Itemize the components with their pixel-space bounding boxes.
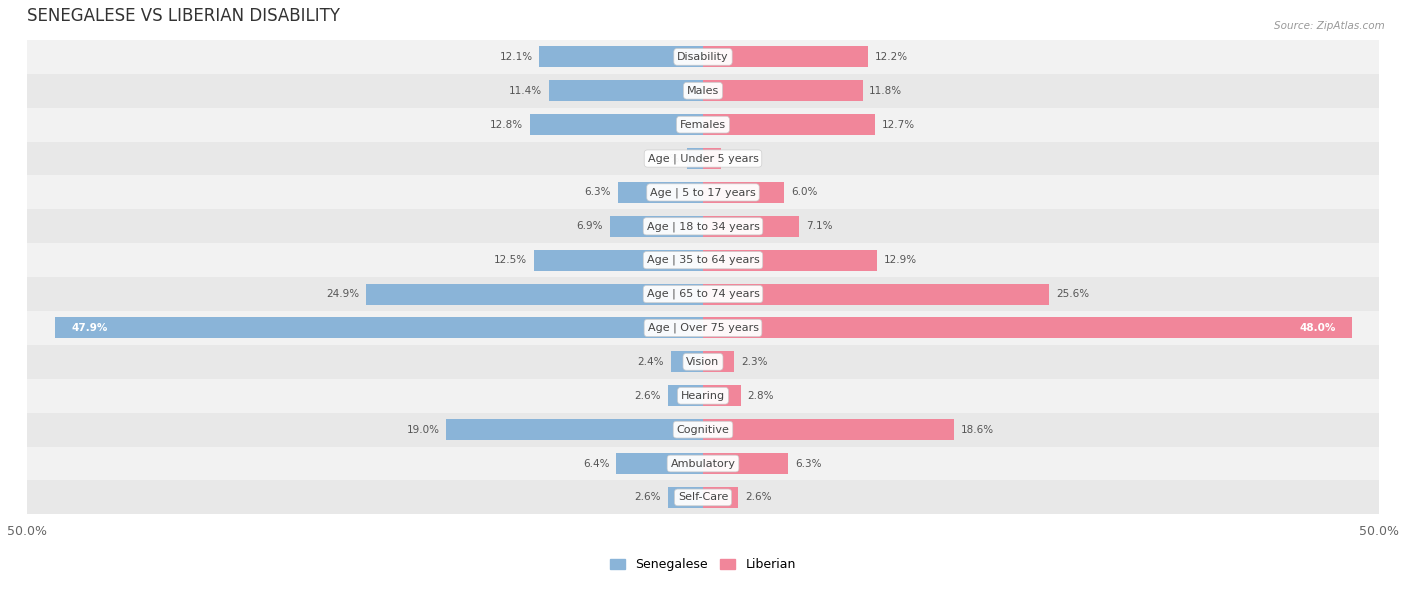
Bar [27,74,1379,108]
Bar [530,114,703,135]
Text: 2.4%: 2.4% [637,357,664,367]
Text: Age | Over 75 years: Age | Over 75 years [648,323,758,333]
Text: 2.6%: 2.6% [634,390,661,401]
Text: 2.6%: 2.6% [634,493,661,502]
Bar [617,182,703,203]
Text: Disability: Disability [678,52,728,62]
Bar [703,318,1353,338]
Bar [27,108,1379,141]
Text: Vision: Vision [686,357,720,367]
Bar [27,176,1379,209]
Text: 6.3%: 6.3% [585,187,612,198]
Bar [668,385,703,406]
Text: Age | 35 to 64 years: Age | 35 to 64 years [647,255,759,266]
Bar [703,283,1049,305]
Text: 47.9%: 47.9% [72,323,108,333]
Bar [668,487,703,508]
Bar [703,216,799,237]
Text: 19.0%: 19.0% [406,425,439,435]
Text: 12.2%: 12.2% [875,52,908,62]
Text: Hearing: Hearing [681,390,725,401]
Bar [703,385,741,406]
Bar [540,47,703,67]
Legend: Senegalese, Liberian: Senegalese, Liberian [605,553,801,576]
Bar [27,480,1379,514]
Text: 12.7%: 12.7% [882,119,915,130]
Text: Males: Males [688,86,718,95]
Text: 6.3%: 6.3% [794,458,821,469]
Text: Age | 5 to 17 years: Age | 5 to 17 years [650,187,756,198]
Text: Age | 65 to 74 years: Age | 65 to 74 years [647,289,759,299]
Bar [55,318,703,338]
Bar [27,311,1379,345]
Bar [446,419,703,440]
Text: 24.9%: 24.9% [326,289,360,299]
Text: Females: Females [681,119,725,130]
Bar [27,277,1379,311]
Text: 12.9%: 12.9% [884,255,917,265]
Bar [27,243,1379,277]
Text: Source: ZipAtlas.com: Source: ZipAtlas.com [1274,21,1385,31]
Text: Age | 18 to 34 years: Age | 18 to 34 years [647,221,759,231]
Text: 12.8%: 12.8% [491,119,523,130]
Text: 11.4%: 11.4% [509,86,543,95]
Bar [703,182,785,203]
Text: 11.8%: 11.8% [869,86,903,95]
Bar [703,351,734,372]
Bar [610,216,703,237]
Text: 12.5%: 12.5% [494,255,527,265]
Text: 25.6%: 25.6% [1056,289,1090,299]
Text: 7.1%: 7.1% [806,222,832,231]
Text: 1.3%: 1.3% [727,154,754,163]
Bar [27,345,1379,379]
Bar [548,80,703,101]
Bar [703,487,738,508]
Bar [27,379,1379,412]
Text: 2.8%: 2.8% [748,390,775,401]
Text: 18.6%: 18.6% [962,425,994,435]
Bar [27,209,1379,243]
Bar [703,453,789,474]
Text: Self-Care: Self-Care [678,493,728,502]
Bar [703,47,868,67]
Bar [703,114,875,135]
Text: 6.9%: 6.9% [576,222,603,231]
Bar [703,148,721,169]
Text: 2.3%: 2.3% [741,357,768,367]
Text: 2.6%: 2.6% [745,493,772,502]
Text: Ambulatory: Ambulatory [671,458,735,469]
Bar [27,447,1379,480]
Bar [27,412,1379,447]
Bar [27,141,1379,176]
Bar [703,419,955,440]
Text: Age | Under 5 years: Age | Under 5 years [648,153,758,164]
Text: 6.0%: 6.0% [792,187,817,198]
Text: Cognitive: Cognitive [676,425,730,435]
Bar [671,351,703,372]
Text: SENEGALESE VS LIBERIAN DISABILITY: SENEGALESE VS LIBERIAN DISABILITY [27,7,340,25]
Bar [686,148,703,169]
Bar [703,80,862,101]
Text: 6.4%: 6.4% [583,458,610,469]
Bar [703,250,877,271]
Bar [27,40,1379,74]
Bar [367,283,703,305]
Text: 48.0%: 48.0% [1299,323,1336,333]
Bar [616,453,703,474]
Text: 1.2%: 1.2% [654,154,681,163]
Text: 12.1%: 12.1% [499,52,533,62]
Bar [534,250,703,271]
